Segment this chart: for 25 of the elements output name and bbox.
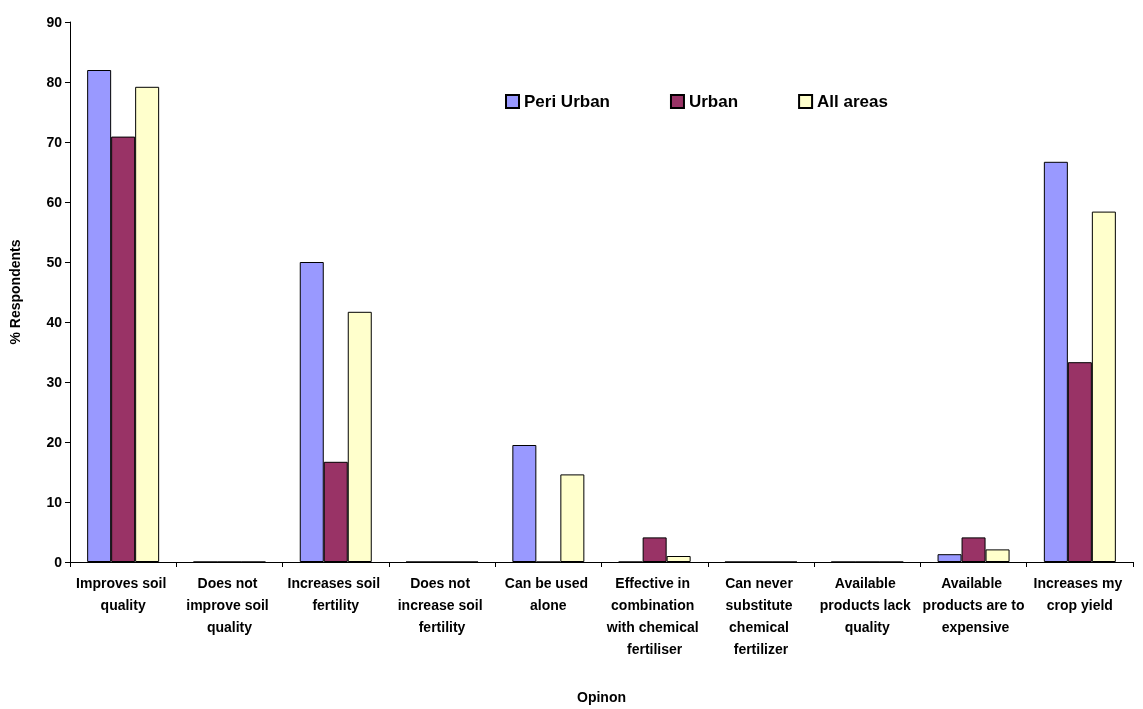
y-tick-label: 50 — [46, 254, 63, 270]
x-tick-label: Available products lack quality — [819, 575, 915, 635]
y-tick-label: 70 — [46, 134, 63, 150]
y-tick-label: 10 — [46, 494, 63, 510]
x-tick-label: Can be used alone — [504, 575, 592, 613]
y-tick-label: 90 — [46, 14, 63, 30]
legend-label: Urban — [688, 92, 739, 111]
y-tick-label: 40 — [46, 314, 63, 330]
x-tick-label: Improves soil quality — [76, 575, 171, 613]
x-tick-label: Increases soil fertility — [287, 575, 385, 613]
legend-label: All areas — [817, 92, 888, 111]
x-tick-label: Does not improve soil quality — [186, 575, 273, 635]
y-tick-label: 60 — [46, 194, 63, 210]
x-tick-label: Increases my crop yield — [1033, 575, 1127, 613]
x-tick-label: Available products are to expensive — [922, 575, 1025, 635]
y-tick-label: 0 — [54, 554, 63, 570]
y-axis-title: % Respondents — [7, 239, 23, 345]
x-tick-label: Does not increase soil fertility — [397, 575, 487, 635]
x-tick-label: Can never substitute chemical fertilizer — [725, 575, 797, 657]
y-tick-label: 30 — [46, 374, 63, 390]
legend-label: Peri Urban — [524, 92, 610, 111]
x-axis-title: Opinon — [577, 689, 626, 705]
y-tick-label: 20 — [46, 434, 63, 450]
x-tick-label: Effective in combination with chemical fertiliser — [605, 575, 703, 657]
y-tick-label: 80 — [46, 74, 63, 90]
